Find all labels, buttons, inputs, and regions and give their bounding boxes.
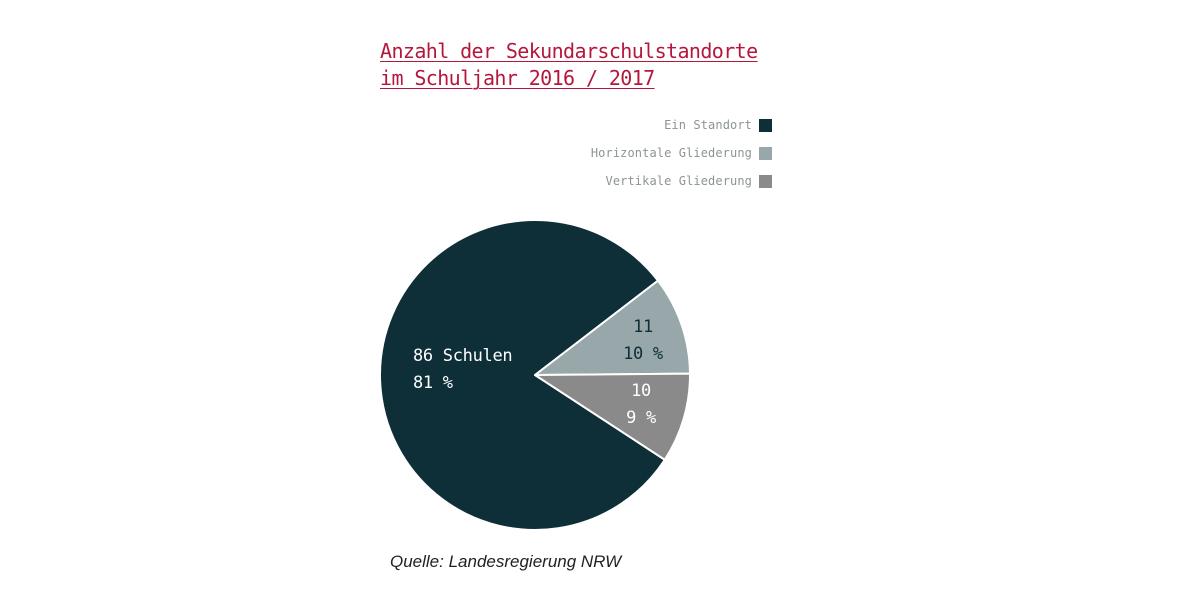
- legend: Ein Standort Horizontale Gliederung Vert…: [591, 111, 772, 195]
- legend-swatch-vertikale-gliederung: [759, 174, 772, 188]
- chart-title: Anzahl der Sekundarschulstandorte im Sch…: [380, 38, 758, 92]
- legend-swatch-ein-standort: [759, 118, 772, 132]
- slice-count-label: 11: [633, 317, 653, 337]
- legend-swatch-horizontale-gliederung: [759, 146, 772, 160]
- chart-title-line-2: im Schuljahr 2016 / 2017: [380, 66, 655, 90]
- legend-item-vertikale-gliederung: Vertikale Gliederung: [591, 167, 772, 195]
- source-note: Quelle: Landesregierung NRW: [390, 552, 622, 571]
- pie-slice-horizontale-gliederung: [534, 279, 691, 376]
- slice-count-label: 10: [631, 381, 651, 401]
- slice-percent-label: 10 %: [623, 344, 663, 364]
- legend-label: Horizontale Gliederung: [590, 146, 752, 160]
- chart-title-line-1: Anzahl der Sekundarschulstandorte: [380, 39, 758, 63]
- legend-item-ein-standort: Ein Standort: [591, 111, 772, 139]
- legend-label: Vertikale Gliederung: [605, 174, 752, 188]
- legend-item-horizontale-gliederung: Horizontale Gliederung: [591, 139, 772, 167]
- legend-label: Ein Standort: [664, 118, 752, 132]
- pie-slice-ein-standort: [379, 219, 666, 531]
- pie-slice-vertikale-gliederung: [534, 372, 691, 461]
- slice-percent-label: 81 %: [413, 373, 453, 393]
- slice-count-label: 86 Schulen: [413, 346, 512, 366]
- slice-percent-label: 9 %: [626, 408, 656, 428]
